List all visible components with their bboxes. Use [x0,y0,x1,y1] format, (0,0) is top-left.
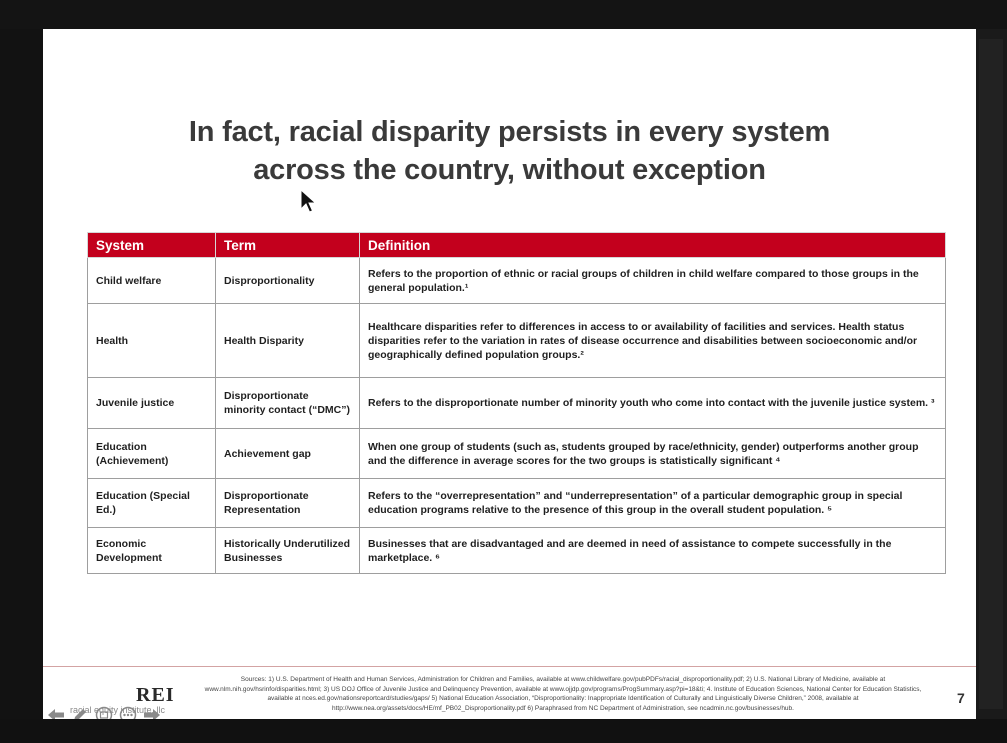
system-cell: Juvenile justice [87,377,216,429]
slide: In fact, racial disparity persists in ev… [43,29,976,719]
table-row: Health Health Disparity Healthcare dispa… [87,303,946,378]
header-term: Term [215,232,360,258]
pen-icon[interactable] [70,706,90,719]
header-system: System [87,232,216,258]
header-definition: Definition [359,232,946,258]
table-row: Economic Development Historically Underu… [87,527,946,574]
system-cell: Health [87,303,216,378]
more-icon[interactable] [118,706,138,719]
viewer-bottom-bar [0,719,1007,743]
term-cell: Health Disparity [215,303,360,378]
system-cell: Child welfare [87,257,216,304]
table-header-row: System Term Definition [87,232,946,258]
definition-cell: Refers to the disproportionate number of… [359,377,946,429]
term-cell: Disproportionate Representation [215,478,360,528]
page-number: 7 [957,690,965,706]
system-cell: Economic Development [87,527,216,574]
sources-footnote: Sources: 1) U.S. Department of Health an… [204,676,922,712]
system-cell: Education (Achievement) [87,428,216,479]
system-cell: Education (Special Ed.) [87,478,216,528]
term-cell: Achievement gap [215,428,360,479]
system-disparity-table: System Term Definition Child welfare Dis… [87,232,946,574]
term-cell: Disproportionate minority contact (“DMC”… [215,377,360,429]
mouse-pointer-icon [300,189,317,213]
definition-cell: Healthcare disparities refer to differen… [359,303,946,378]
viewer-top-bar [0,0,1007,29]
term-cell: Disproportionality [215,257,360,304]
scrollbar[interactable] [979,39,1003,709]
table-row: Education (Special Ed.) Disproportionate… [87,478,946,528]
slide-title-line-2: across the country, without exception [253,154,766,186]
rei-logo: REI [136,684,175,706]
definition-cell: Businesses that are disadvantaged and ar… [359,527,946,574]
rei-logo-subtitle: racial equity institute, llc [70,705,166,715]
term-cell: Historically Underutilized Businesses [215,527,360,574]
arrow-left-icon[interactable] [46,706,66,719]
definition-cell: Refers to the proportion of ethnic or ra… [359,257,946,304]
viewer-right-panel [976,29,1007,719]
slide-title: In fact, racial disparity persists in ev… [43,113,976,189]
table-row: Juvenile justice Disproportionate minori… [87,377,946,429]
slides-grid-icon[interactable] [94,706,114,719]
footer-divider [43,666,976,667]
table-row: Child welfare Disproportionality Refers … [87,257,946,304]
slide-title-line-1: In fact, racial disparity persists in ev… [188,116,831,148]
definition-cell: Refers to the “overrepresentation” and “… [359,478,946,528]
slideshow-toolbar [46,705,162,719]
table-row: Education (Achievement) Achievement gap … [87,428,946,479]
definition-cell: When one group of students (such as, stu… [359,428,946,479]
arrow-right-icon[interactable] [142,706,162,719]
